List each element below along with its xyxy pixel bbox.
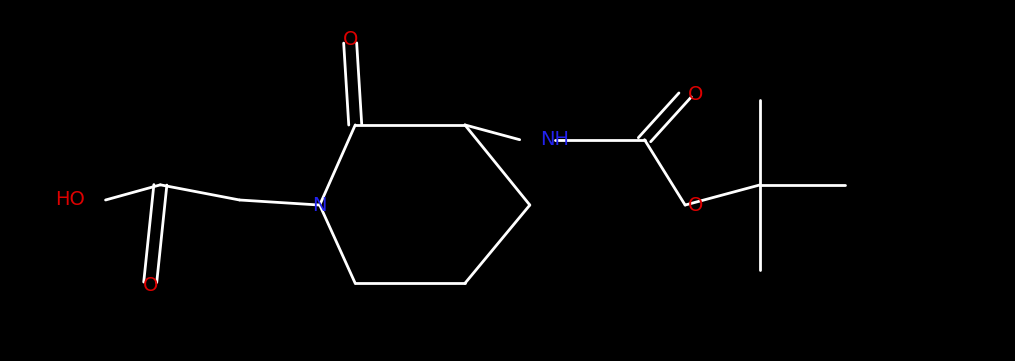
Text: NH: NH — [540, 130, 569, 149]
Text: O: O — [142, 277, 158, 295]
Text: HO: HO — [56, 191, 85, 209]
Text: N: N — [313, 196, 327, 214]
Text: O: O — [687, 86, 703, 104]
Text: O: O — [342, 30, 358, 49]
Text: O: O — [687, 196, 703, 214]
